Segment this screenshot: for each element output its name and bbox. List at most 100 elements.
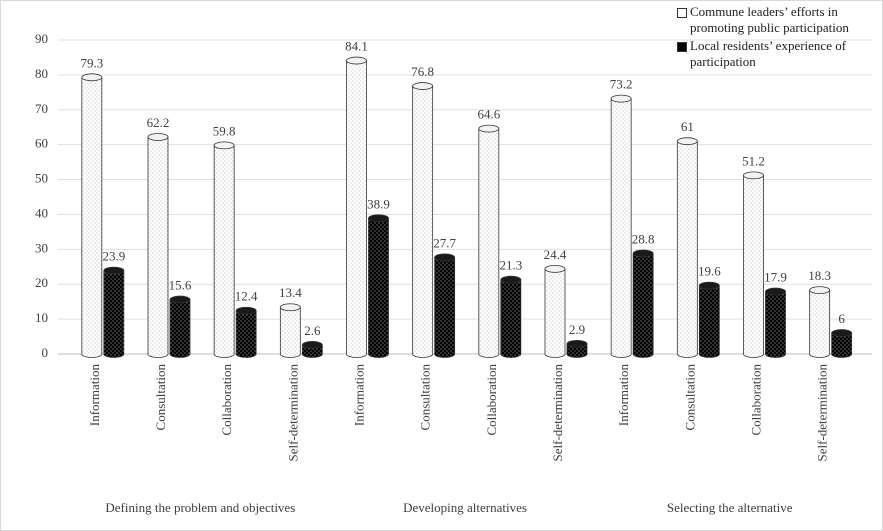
x-tick-label: Consultation xyxy=(682,364,697,431)
bar xyxy=(103,270,124,354)
bar-top xyxy=(169,295,191,304)
data-label: 2.9 xyxy=(569,322,585,337)
bar xyxy=(346,60,367,355)
data-label: 17.9 xyxy=(764,270,787,285)
y-tick-label: 70 xyxy=(35,101,48,116)
y-tick-label: 60 xyxy=(35,136,48,151)
data-label: 15.6 xyxy=(169,278,192,293)
group-label: Defining the problem and objectives xyxy=(105,500,295,515)
x-tick-label: Information xyxy=(616,364,631,427)
y-tick-label: 0 xyxy=(42,345,49,360)
group-label: Selecting the alternative xyxy=(667,500,793,515)
data-label: 76.8 xyxy=(411,64,434,79)
bar xyxy=(699,285,720,354)
x-tick-label: Self-determination xyxy=(550,364,565,462)
bar xyxy=(500,279,521,354)
legend-swatch xyxy=(677,42,687,52)
data-label: 21.3 xyxy=(499,258,522,273)
bar-top xyxy=(698,281,720,290)
y-tick-label: 40 xyxy=(35,205,48,220)
x-tick-label: Collaboration xyxy=(484,364,499,436)
legend-item: Local residents’ experience of participa… xyxy=(677,38,877,70)
bar-top xyxy=(544,264,566,273)
legend-label: Local residents’ experience of participa… xyxy=(690,38,847,69)
bar-top xyxy=(213,141,235,150)
data-label: 38.9 xyxy=(367,196,390,211)
bar xyxy=(147,136,168,354)
bar-top xyxy=(434,253,456,262)
data-label: 23.9 xyxy=(102,249,125,264)
bar-top xyxy=(809,286,831,295)
bar xyxy=(236,310,257,354)
y-tick-label: 10 xyxy=(35,310,48,325)
legend-item: Commune leaders’ efforts in promoting pu… xyxy=(677,4,877,36)
legend-label: Commune leaders’ efforts in promoting pu… xyxy=(690,4,849,35)
bar xyxy=(743,175,764,354)
bar xyxy=(633,253,654,354)
bar xyxy=(169,299,190,354)
bar-top xyxy=(235,306,257,315)
y-tick-label: 30 xyxy=(35,240,48,255)
bar xyxy=(831,333,852,354)
bar-top xyxy=(279,303,301,312)
bar xyxy=(434,257,455,354)
legend: Commune leaders’ efforts in promoting pu… xyxy=(677,4,877,72)
bar xyxy=(368,218,389,354)
bar-top xyxy=(765,287,786,296)
data-label: 28.8 xyxy=(632,232,655,247)
x-tick-label: Consultation xyxy=(153,364,168,431)
bar-top xyxy=(103,266,125,275)
bar-top xyxy=(632,249,654,258)
data-label: 6 xyxy=(838,311,845,326)
x-tick-label: Consultation xyxy=(418,364,433,431)
data-label: 24.4 xyxy=(544,247,567,262)
x-tick-label: Information xyxy=(87,364,102,427)
bar xyxy=(765,291,786,354)
bar-top xyxy=(831,329,853,337)
data-label: 27.7 xyxy=(433,235,456,250)
data-label: 79.3 xyxy=(80,55,103,70)
y-tick-label: 80 xyxy=(35,66,48,81)
data-label: 84.1 xyxy=(345,39,368,54)
data-label: 13.4 xyxy=(279,285,302,300)
bar xyxy=(478,128,499,354)
bar-top xyxy=(412,82,434,90)
y-tick-label: 90 xyxy=(35,31,48,46)
y-tick-label: 20 xyxy=(35,275,48,290)
group-label: Developing alternatives xyxy=(403,500,527,515)
data-label: 18.3 xyxy=(808,268,831,283)
x-tick-label: Collaboration xyxy=(219,364,234,436)
bar xyxy=(611,98,632,354)
bar-top xyxy=(610,94,632,103)
bar-top xyxy=(478,124,500,133)
bar xyxy=(566,343,587,354)
data-label: 2.6 xyxy=(304,323,321,338)
bar-top xyxy=(566,339,588,348)
x-tick-label: Self-determination xyxy=(285,364,300,462)
y-tick-label: 50 xyxy=(35,171,48,186)
bar xyxy=(809,290,830,354)
data-label: 51.2 xyxy=(742,153,765,168)
bar xyxy=(302,344,323,354)
data-label: 19.6 xyxy=(698,264,721,279)
data-label: 64.6 xyxy=(477,107,500,122)
data-label: 12.4 xyxy=(235,289,258,304)
bar xyxy=(214,145,235,354)
bar xyxy=(412,86,433,354)
data-label: 59.8 xyxy=(213,123,236,138)
data-label: 73.2 xyxy=(610,77,633,92)
bar-top xyxy=(500,275,522,284)
legend-swatch xyxy=(677,8,687,18)
bar xyxy=(81,77,102,354)
bar-top xyxy=(301,341,323,349)
bar-top xyxy=(346,56,367,65)
data-label: 61 xyxy=(681,119,694,134)
bar-top xyxy=(368,214,389,223)
x-tick-label: Information xyxy=(351,364,366,427)
x-tick-label: Collaboration xyxy=(748,364,763,436)
bar-top xyxy=(81,73,103,82)
bar-top xyxy=(676,137,698,146)
bar xyxy=(280,307,301,354)
